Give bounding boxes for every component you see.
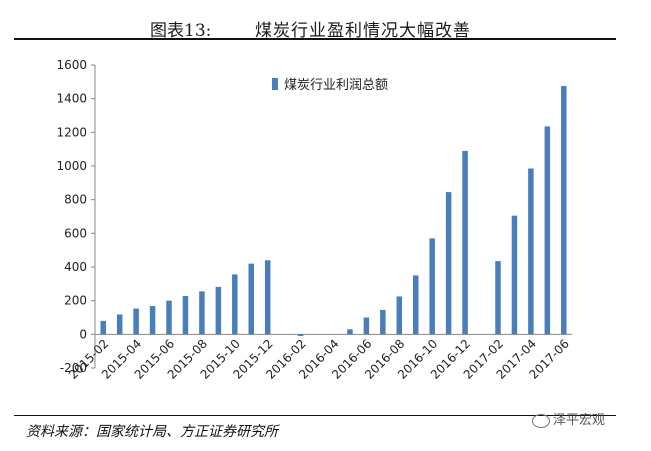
bar: [462, 150, 468, 335]
wechat-icon: [532, 413, 550, 428]
legend-label: 煤炭行业利润总额: [284, 78, 388, 93]
watermark: 泽平宏观: [532, 409, 605, 428]
y-tick-label: -200: [60, 361, 87, 375]
legend-swatch: [272, 78, 278, 90]
bar: [561, 86, 567, 335]
y-tick-label: 600: [64, 226, 87, 240]
bar: [133, 308, 139, 335]
source-note: 资料来源：国家统计局、方正证券研究所: [26, 424, 278, 440]
top-rule: [14, 38, 616, 40]
y-tick-label: 1000: [56, 159, 87, 173]
figure-header: 图表13: 煤炭行业盈利情况大幅改善: [0, 8, 651, 41]
bar: [166, 300, 172, 335]
bottom-rule: [14, 415, 616, 416]
bar: [182, 295, 189, 335]
y-tick-label: 1600: [56, 58, 87, 72]
y-tick-label: 200: [64, 294, 87, 308]
y-tick-label: 800: [64, 193, 87, 207]
watermark-text: 泽平宏观: [553, 413, 606, 428]
bar: [297, 334, 304, 337]
bar: [347, 329, 353, 335]
bar: [528, 168, 534, 335]
bar: [495, 261, 501, 335]
bar: [429, 238, 435, 335]
figure-title: 煤炭行业盈利情况大幅改善: [255, 21, 471, 41]
bar: [544, 126, 551, 335]
y-tick-label: 1400: [56, 92, 87, 106]
y-tick-label: 1200: [56, 125, 87, 139]
bar: [396, 296, 403, 335]
bar: [199, 291, 205, 335]
bar: [248, 263, 255, 335]
bar-chart: -200020040060080010001200140016002015-02…: [56, 58, 572, 382]
y-tick-label: 400: [64, 260, 87, 274]
bar: [232, 274, 238, 335]
bar: [116, 314, 123, 335]
bar: [380, 309, 386, 335]
y-tick-label: 0: [79, 327, 87, 341]
bar: [412, 275, 419, 335]
bar: [445, 192, 452, 335]
bar: [215, 286, 222, 335]
figure-label: 图表13:: [150, 21, 212, 41]
bar: [511, 215, 518, 335]
bar: [264, 260, 271, 335]
bar: [100, 320, 106, 335]
bar: [363, 317, 370, 335]
bar: [149, 306, 156, 335]
